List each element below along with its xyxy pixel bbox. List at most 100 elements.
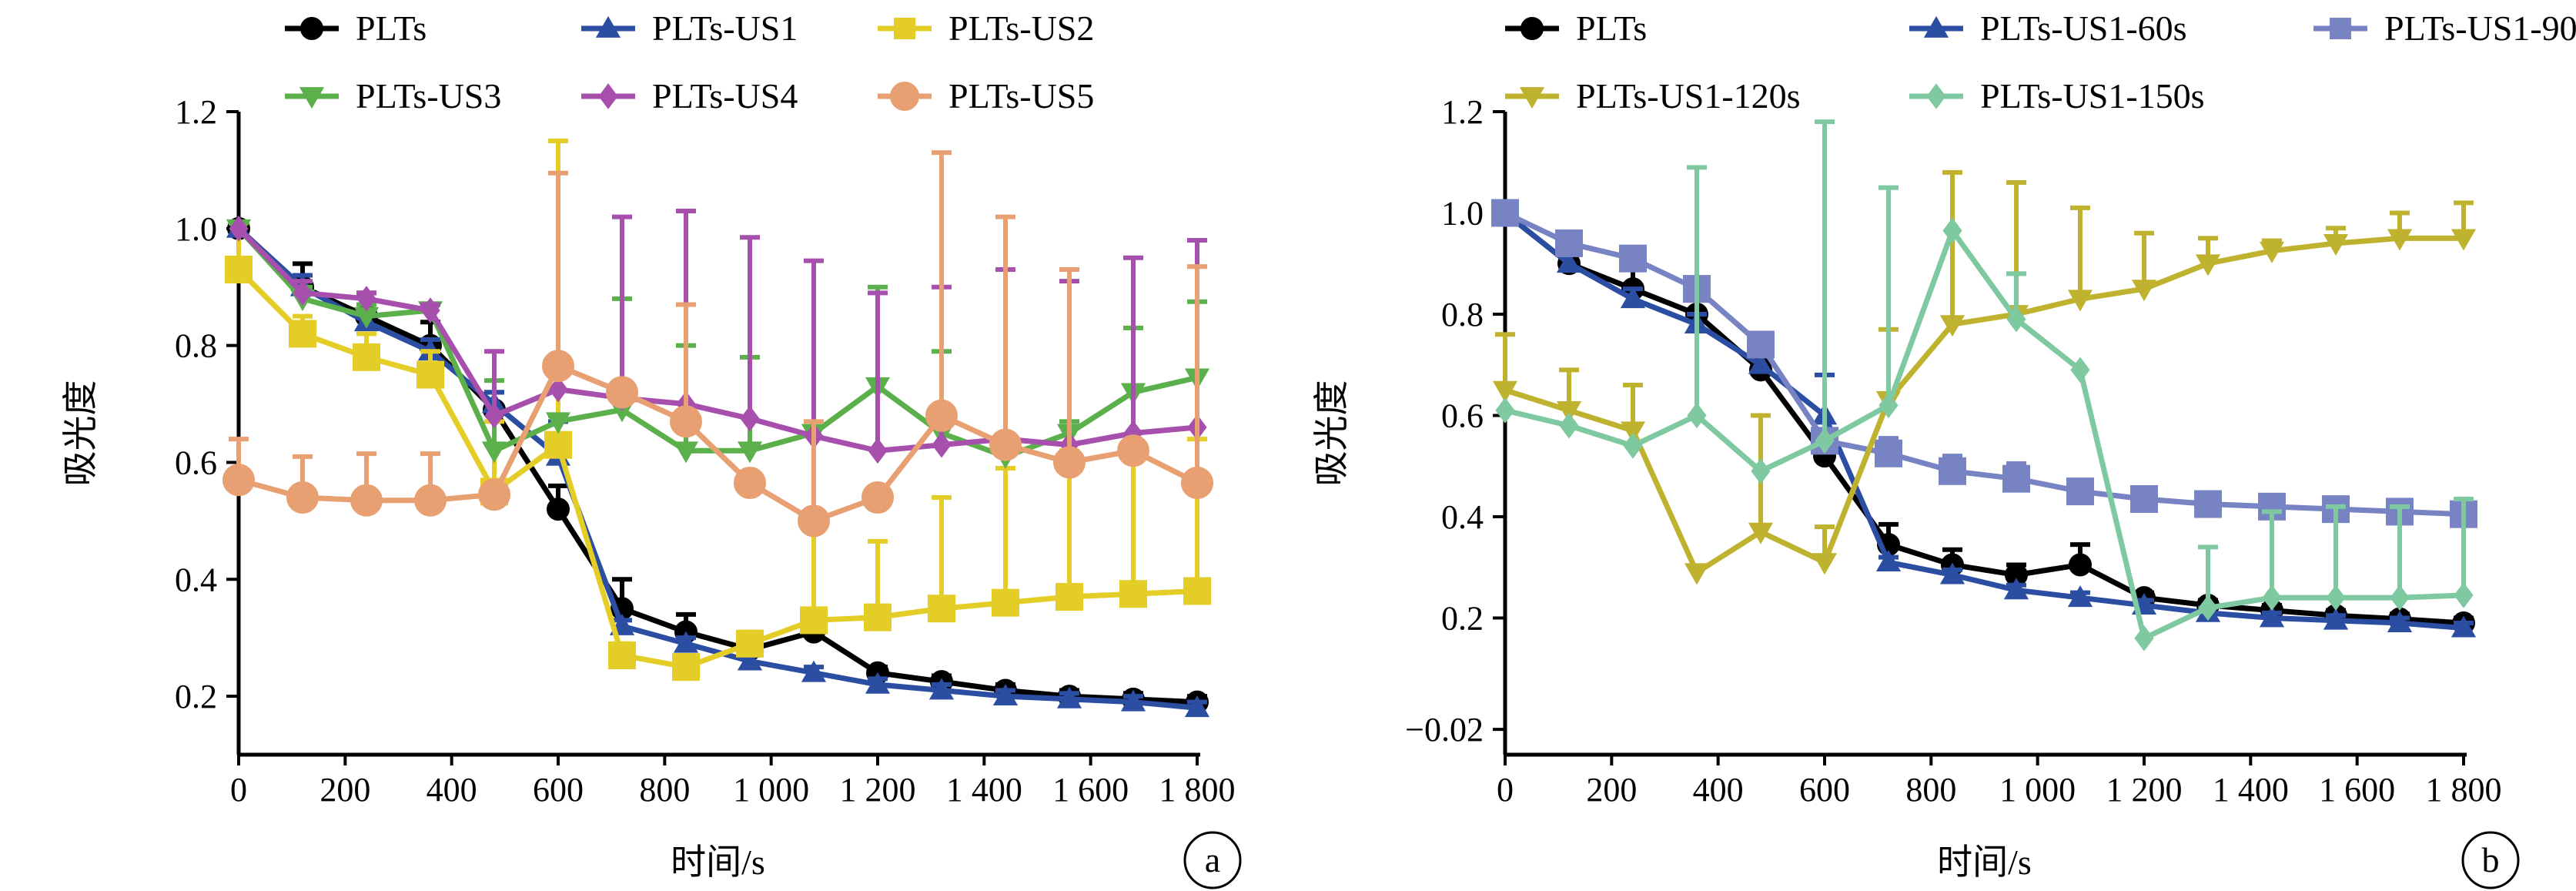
series-line [236, 226, 1198, 711]
data-point [2262, 585, 2282, 611]
legend-label: PLTs-US1-90s [2384, 8, 2576, 48]
data-point [2069, 553, 2092, 577]
data-point [2451, 229, 2477, 251]
legend: PLTs PLTs-US1-60s PLTs-US1-90s PLTs-US1-120… [1505, 8, 2576, 116]
data-point [353, 343, 380, 371]
x-tick-label: 1 800 [2426, 771, 2502, 809]
data-point [736, 629, 764, 658]
data-point [798, 504, 830, 538]
legend-item: PLTs-US1-120s [1505, 76, 1801, 116]
legend-item: PLTs-US3 [285, 76, 501, 116]
data-point [801, 660, 827, 682]
x-tick-label: 600 [533, 771, 584, 809]
data-point [2002, 464, 2030, 493]
y-tick-label: −0.02 [1405, 711, 1484, 749]
data-point [545, 412, 571, 434]
data-point [2195, 254, 2221, 276]
chart-panel-b: −0.02 0.2 0.4 0.6 0.8 1.0 1.2 0 200 400 600 800 1 00… [1312, 8, 2576, 889]
series-plts-us1-90s [1491, 199, 2477, 528]
series-line [1504, 228, 2464, 641]
data-point [1056, 686, 1082, 708]
x-tick-label: 1 200 [840, 771, 916, 809]
data-point [928, 678, 955, 700]
x-tick-label: 800 [1905, 771, 1956, 809]
data-point [2067, 290, 2093, 312]
data-point [992, 588, 1019, 617]
data-point [672, 653, 700, 682]
legend-marker [894, 18, 915, 39]
data-point [1620, 286, 1646, 309]
data-point [2194, 490, 2222, 518]
legend-label: PLTs-US1-120s [1576, 76, 1801, 116]
y-tick-label: 0.8 [175, 327, 217, 365]
legend-marker [595, 15, 621, 38]
data-point [544, 430, 572, 459]
series-plts-us5 [222, 150, 1213, 538]
data-point [608, 641, 636, 669]
data-point [2390, 585, 2410, 611]
data-point [1751, 458, 1771, 484]
y-tick-label: 0.6 [175, 444, 217, 481]
data-point [865, 672, 891, 694]
panel-label-text: b [2482, 840, 2500, 879]
legend-label: PLTs-US2 [948, 8, 1094, 48]
data-point [2066, 477, 2094, 506]
series-line [236, 267, 1198, 670]
data-point [1812, 553, 1838, 575]
data-point [2131, 280, 2157, 302]
legend-label: PLTs-US3 [356, 76, 501, 116]
data-point [2323, 234, 2349, 256]
x-tick-label: 0 [1497, 771, 1514, 809]
data-point [1181, 467, 1213, 500]
x-tick-label: 400 [427, 771, 477, 809]
data-point [1878, 392, 1899, 419]
legend-item: PLTs-US1-90s [2313, 8, 2576, 48]
data-point [2259, 605, 2285, 628]
series-plts-us1-150s [1495, 119, 2474, 652]
data-point [1875, 439, 1902, 467]
data-point [1556, 251, 1582, 273]
data-point [737, 648, 763, 671]
x-axis-label: 时间/s [1937, 842, 2032, 882]
y-tick-label: 0.2 [175, 678, 217, 715]
legend-marker [2330, 18, 2351, 39]
legend-label: PLTs-US1-150s [1980, 76, 2205, 116]
data-point [1555, 229, 1583, 257]
panel-label-text: a [1205, 840, 1220, 879]
data-point [2070, 357, 2090, 384]
data-point [356, 286, 376, 312]
y-tick-label: 0.4 [1441, 498, 1484, 536]
panel-label-circle [2461, 831, 2520, 889]
data-point [1184, 695, 1210, 718]
data-point [2387, 610, 2413, 632]
data-point [868, 437, 888, 464]
x-tick-label: 800 [639, 771, 690, 809]
x-tick-label: 1 000 [733, 771, 809, 809]
x-tick-label: 600 [1799, 771, 1850, 809]
legend-label: PLTs-US5 [948, 76, 1094, 116]
y-tick-label: 1.0 [175, 210, 217, 248]
x-tick-label: 1 000 [1999, 771, 2076, 809]
legend-item: PLTs-US1-150s [1909, 76, 2205, 116]
data-point [1684, 563, 1710, 585]
data-point [2323, 608, 2349, 630]
legend-item: PLTs-US2 [878, 8, 1094, 48]
x-axis-label: 时间/s [671, 842, 765, 882]
data-point [670, 405, 702, 438]
legend-item: PLTs-US4 [581, 76, 798, 116]
panel-label: a [1183, 831, 1242, 889]
y-axis-label: 吸光度 [61, 380, 100, 487]
data-point [2006, 306, 2026, 333]
legend-label: PLTs [356, 8, 427, 48]
data-point [800, 606, 828, 635]
x-tick-label: 0 [230, 771, 247, 809]
chart-panel-a: 0.2 0.4 0.6 0.8 1.0 1.2 0 200 400 600 800 1 000 1 20… [61, 8, 1242, 889]
legend-item: PLTs-US1 [581, 8, 798, 48]
y-tick-label: 0.4 [175, 561, 217, 598]
y-tick-label: 0.2 [1441, 599, 1484, 637]
data-point [417, 360, 444, 389]
data-point [740, 405, 760, 432]
data-point [2003, 578, 2029, 600]
x-tick-label: 1 400 [2213, 771, 2289, 809]
data-point [2387, 229, 2413, 251]
